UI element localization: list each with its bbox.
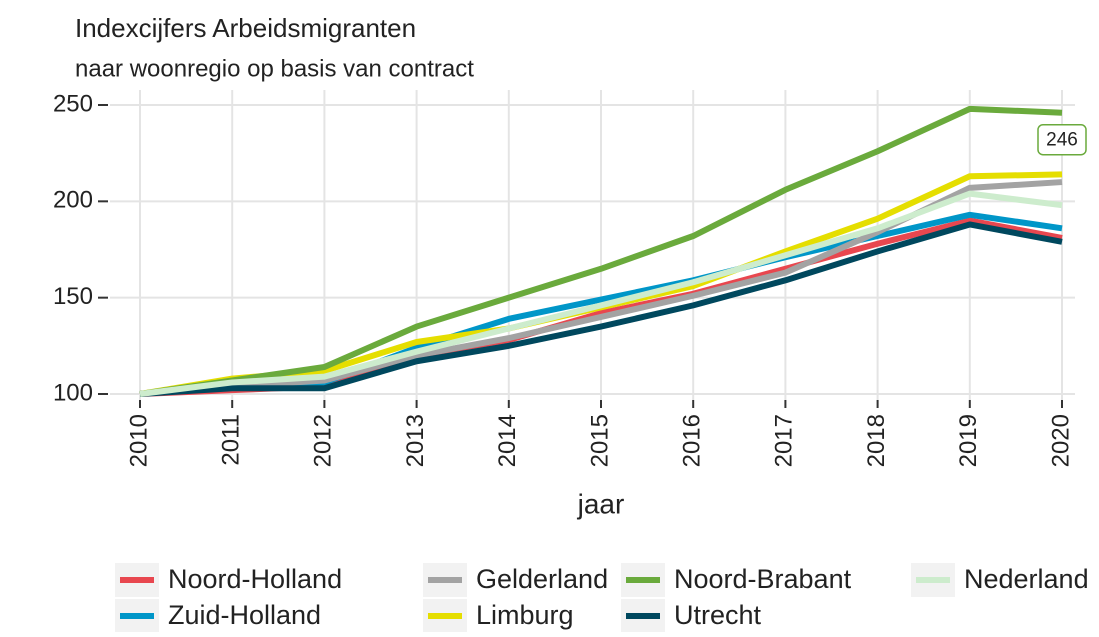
x-tick-label: 2015 xyxy=(586,414,613,467)
legend-label: Utrecht xyxy=(674,600,762,630)
x-tick-label: 2010 xyxy=(125,414,152,467)
x-tick-label: 2011 xyxy=(218,414,245,466)
x-tick-label: 2016 xyxy=(679,414,706,467)
y-tick-label: 250 xyxy=(53,90,93,117)
line-series xyxy=(139,190,1063,397)
legend-label: Noord-Brabant xyxy=(674,564,852,594)
x-tick-label: 2018 xyxy=(863,414,890,467)
x-axis-title: jaar xyxy=(577,488,625,519)
y-tick-label: 150 xyxy=(53,283,93,310)
y-tick-label: 200 xyxy=(53,187,93,214)
legend-label: Nederland xyxy=(964,564,1089,594)
data-label: 246 xyxy=(1046,130,1078,151)
chart-title: Indexcijfers Arbeidsmigranten xyxy=(75,13,416,43)
chart-subtitle: naar woonregio op basis van contract xyxy=(75,55,474,82)
x-tick-label: 2017 xyxy=(771,414,798,467)
line-series xyxy=(139,105,1063,397)
y-tick-label: 100 xyxy=(53,379,93,406)
legend-label: Zuid-Holland xyxy=(168,600,321,630)
legend-label: Limburg xyxy=(476,600,574,630)
legend-label: Noord-Holland xyxy=(168,564,342,594)
x-tick-label: 2019 xyxy=(955,414,982,467)
line-series xyxy=(139,221,1063,397)
legend-label: Gelderland xyxy=(476,564,608,594)
x-tick-label: 2013 xyxy=(402,414,429,467)
x-tick-label: 2012 xyxy=(310,414,337,467)
x-tick-label: 2014 xyxy=(494,414,521,467)
data-label-box xyxy=(1037,123,1087,156)
x-tick-label: 2020 xyxy=(1047,414,1074,467)
